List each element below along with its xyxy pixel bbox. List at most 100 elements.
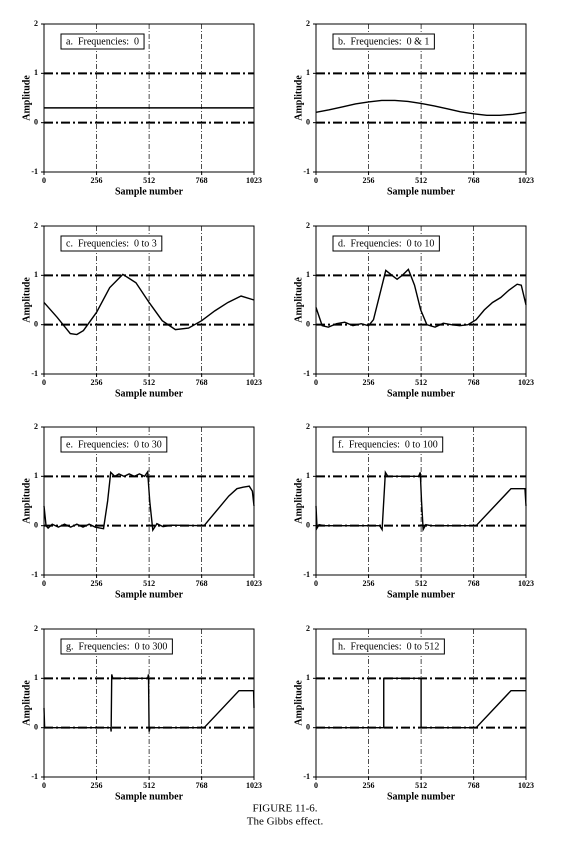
chart-title: f. Frequencies: 0 to 100 bbox=[338, 439, 438, 450]
panel: -1 0 1 2 0 256 512 768 1023 Sample number Amplitud… bbox=[293, 221, 534, 399]
y-tick-label: 1 bbox=[306, 270, 310, 279]
y-axis-label: Amplitude bbox=[293, 680, 304, 726]
y-tick-label: 1 bbox=[306, 673, 310, 682]
x-tick-label: 512 bbox=[415, 579, 427, 588]
x-axis-label: Sample number bbox=[115, 388, 184, 399]
x-axis-label: Sample number bbox=[387, 388, 456, 399]
x-axis-label: Sample number bbox=[387, 589, 456, 600]
x-tick-label: 1023 bbox=[246, 378, 262, 387]
signal-line bbox=[315, 99, 527, 116]
x-tick-label: 512 bbox=[143, 378, 155, 387]
title-box bbox=[332, 436, 444, 453]
signal-line bbox=[315, 470, 527, 533]
x-axis-label: Sample number bbox=[387, 791, 456, 802]
x-tick-label: 1023 bbox=[518, 781, 534, 790]
x-tick-label: 768 bbox=[196, 176, 208, 185]
x-tick-label: 0 bbox=[314, 378, 318, 387]
x-tick-label: 512 bbox=[415, 781, 427, 790]
title-box bbox=[60, 436, 168, 453]
y-tick-label: 2 bbox=[34, 19, 38, 28]
title-box bbox=[60, 235, 163, 252]
title-box bbox=[332, 235, 440, 252]
y-tick-label: 0 bbox=[34, 722, 38, 731]
y-tick-label: 0 bbox=[34, 117, 38, 126]
y-tick-label: 0 bbox=[306, 722, 310, 731]
x-tick-label: 0 bbox=[314, 781, 318, 790]
x-tick-label: 512 bbox=[143, 579, 155, 588]
y-tick-label: 1 bbox=[34, 471, 38, 480]
x-tick-label: 1023 bbox=[518, 378, 534, 387]
chart-title: c. Frequencies: 0 to 3 bbox=[66, 238, 157, 249]
signal-line bbox=[43, 273, 255, 336]
signal-line bbox=[316, 677, 526, 729]
x-tick-label: 256 bbox=[363, 781, 375, 790]
x-axis-label: Sample number bbox=[115, 589, 184, 600]
x-tick-label: 1023 bbox=[246, 781, 262, 790]
x-tick-label: 0 bbox=[42, 781, 46, 790]
y-axis-label: Amplitude bbox=[293, 75, 304, 121]
y-axis-label: Amplitude bbox=[21, 277, 32, 323]
x-tick-label: 512 bbox=[415, 176, 427, 185]
x-axis-label: Sample number bbox=[115, 791, 184, 802]
y-tick-label: 1 bbox=[306, 471, 310, 480]
y-tick-label: -1 bbox=[31, 772, 38, 781]
x-tick-label: 0 bbox=[42, 378, 46, 387]
x-tick-label: 1023 bbox=[518, 579, 534, 588]
y-tick-label: 2 bbox=[34, 221, 38, 230]
x-tick-label: 768 bbox=[196, 781, 208, 790]
y-tick-label: 1 bbox=[34, 270, 38, 279]
y-tick-label: -1 bbox=[31, 369, 38, 378]
y-tick-label: 1 bbox=[34, 68, 38, 77]
x-tick-label: 256 bbox=[91, 176, 103, 185]
x-tick-label: 0 bbox=[314, 176, 318, 185]
x-tick-label: 256 bbox=[91, 378, 103, 387]
figure-number: FIGURE 11-6. bbox=[253, 803, 318, 815]
y-axis-label: Amplitude bbox=[21, 75, 32, 121]
y-tick-label: 1 bbox=[34, 673, 38, 682]
y-axis-label: Amplitude bbox=[21, 680, 32, 726]
title-box bbox=[60, 638, 173, 655]
y-tick-label: -1 bbox=[31, 570, 38, 579]
y-tick-label: -1 bbox=[303, 167, 310, 176]
panel: -1 0 1 2 0 256 512 768 1023 Sample number Amplitud… bbox=[293, 624, 534, 802]
y-tick-label: 0 bbox=[34, 520, 38, 529]
y-tick-label: -1 bbox=[303, 772, 310, 781]
y-tick-label: 2 bbox=[34, 422, 38, 431]
y-tick-label: 0 bbox=[306, 117, 310, 126]
panel: -1 0 1 2 0 256 512 768 1023 Sample number Amplitud… bbox=[21, 19, 262, 197]
x-tick-label: 0 bbox=[42, 176, 46, 185]
signal-line bbox=[43, 674, 255, 732]
title-box bbox=[332, 33, 435, 50]
title-box bbox=[332, 638, 445, 655]
figure-caption: The Gibbs effect. bbox=[247, 816, 324, 828]
x-tick-label: 256 bbox=[91, 781, 103, 790]
x-axis-label: Sample number bbox=[387, 186, 456, 197]
y-tick-label: 2 bbox=[306, 624, 310, 633]
panel: -1 0 1 2 0 256 512 768 1023 Sample number Amplitud… bbox=[21, 221, 262, 399]
panel: -1 0 1 2 0 256 512 768 1023 Sample number Amplitud… bbox=[293, 422, 534, 600]
panel: -1 0 1 2 0 256 512 768 1023 Sample number Amplitud… bbox=[21, 422, 262, 600]
y-tick-label: -1 bbox=[303, 570, 310, 579]
x-tick-label: 768 bbox=[196, 378, 208, 387]
chart-title: g. Frequencies: 0 to 300 bbox=[66, 641, 167, 652]
x-tick-label: 512 bbox=[143, 781, 155, 790]
y-axis-label: Amplitude bbox=[293, 478, 304, 524]
y-tick-label: 2 bbox=[306, 221, 310, 230]
panel: -1 0 1 2 0 256 512 768 1023 Sample number Amplitud… bbox=[21, 624, 262, 802]
chart-title: h. Frequencies: 0 to 512 bbox=[338, 641, 439, 652]
x-tick-label: 768 bbox=[468, 378, 480, 387]
x-tick-label: 0 bbox=[314, 579, 318, 588]
x-tick-label: 768 bbox=[196, 579, 208, 588]
x-tick-label: 256 bbox=[363, 176, 375, 185]
y-tick-label: 0 bbox=[306, 319, 310, 328]
x-tick-label: 768 bbox=[468, 579, 480, 588]
x-tick-label: 256 bbox=[91, 579, 103, 588]
y-tick-label: 2 bbox=[306, 422, 310, 431]
x-tick-label: 0 bbox=[42, 579, 46, 588]
signal-line bbox=[315, 268, 527, 328]
x-tick-label: 512 bbox=[415, 378, 427, 387]
y-tick-label: 2 bbox=[34, 624, 38, 633]
x-tick-label: 512 bbox=[143, 176, 155, 185]
y-tick-label: 2 bbox=[306, 19, 310, 28]
